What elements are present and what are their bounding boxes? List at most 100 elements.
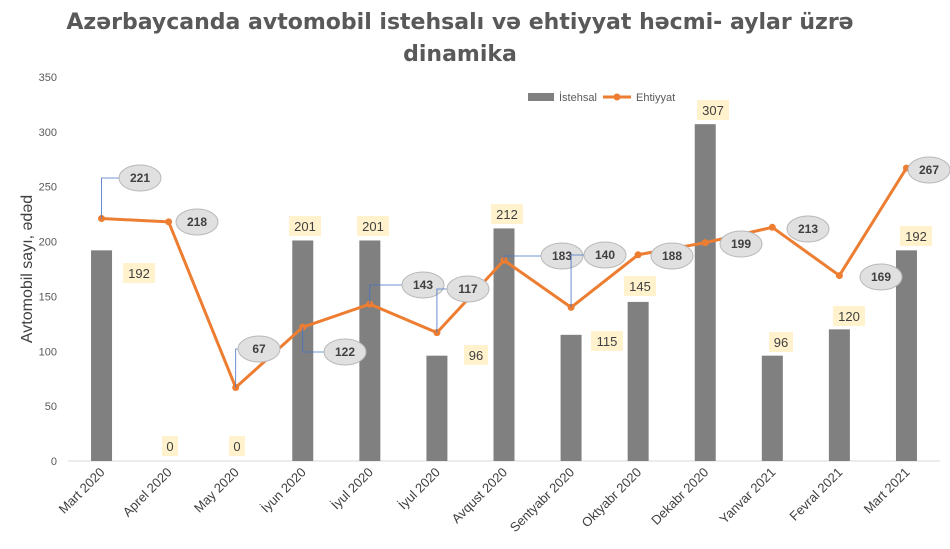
line-data-label: 117 — [458, 282, 478, 296]
y-tick-label: 350 — [39, 72, 57, 84]
line-data-label: 199 — [731, 237, 751, 251]
bar — [627, 301, 649, 461]
line-data-label: 122 — [335, 345, 355, 359]
line-data-label: 169 — [871, 270, 891, 284]
line-data-label: 267 — [919, 163, 939, 177]
line-label-bubble — [650, 242, 694, 270]
bar-data-label: 0 — [166, 439, 173, 454]
bar-label-box — [289, 216, 321, 236]
x-tick-label: Oktyabr 2020 — [578, 465, 644, 531]
x-tick-label: İyun 2020 — [258, 465, 309, 516]
chart-title-line2: dinamika — [403, 42, 517, 67]
line-data-label: 183 — [552, 249, 572, 263]
x-tick-label: İyul 2020 — [395, 465, 443, 513]
bar-label-box — [464, 345, 488, 365]
x-tick-label: Avqust 2020 — [449, 465, 511, 527]
leader-line — [235, 348, 238, 388]
x-tick-label: May 2020 — [191, 465, 242, 516]
line-label-bubble — [583, 241, 627, 269]
bar-label-box — [123, 263, 155, 283]
chart-title-line1: Azərbaycanda avtomobil istehsalı və ehti… — [66, 10, 854, 35]
bar — [828, 329, 850, 461]
x-tick-label: Yanvar 2021 — [716, 465, 778, 527]
line-data-label: 218 — [187, 215, 207, 229]
bar-data-label: 212 — [496, 207, 518, 222]
x-tick-label: Mart 2020 — [56, 465, 108, 517]
y-tick-label: 0 — [51, 456, 57, 468]
y-tick-label: 200 — [39, 237, 57, 249]
line-label-bubble — [401, 271, 445, 299]
bar-data-label: 201 — [294, 219, 316, 234]
line-data-label: 140 — [595, 248, 615, 262]
line-point — [835, 272, 843, 280]
bar-label-box — [229, 436, 245, 456]
line-label-bubble — [118, 164, 162, 192]
bar-data-label: 115 — [597, 334, 618, 349]
x-tick-label: Aprel 2020 — [120, 465, 175, 520]
leader-line — [369, 284, 402, 305]
bar — [493, 228, 515, 461]
line-data-label: 213 — [798, 222, 818, 236]
bar-data-label: 0 — [233, 439, 240, 454]
leader-line — [570, 254, 584, 308]
bar — [694, 124, 716, 462]
line-label-bubble — [907, 156, 950, 184]
line-label-bubble — [237, 335, 281, 363]
bar-label-box — [162, 436, 178, 456]
leader-line — [503, 255, 541, 261]
x-tick-label: Fevral 2021 — [786, 465, 845, 524]
line-label-bubble — [540, 242, 584, 270]
y-tick-label: 250 — [39, 182, 57, 194]
bar — [426, 355, 448, 461]
bar — [91, 250, 113, 461]
x-tick-label: Sentyabr 2020 — [507, 465, 577, 535]
line-label-bubble — [719, 230, 763, 258]
line-label-bubble — [446, 275, 490, 303]
line-point — [701, 239, 709, 247]
bar-label-box — [624, 276, 656, 296]
legend-label-istehsal: İstehsal — [559, 91, 597, 104]
bar-label-box — [833, 306, 865, 326]
bar-data-label: 192 — [905, 229, 927, 244]
x-tick-label: İyul 2020 — [328, 465, 376, 513]
leader-line — [302, 327, 324, 353]
bar — [761, 355, 783, 461]
bar-data-label: 201 — [362, 219, 384, 234]
y-tick-label: 300 — [39, 127, 57, 139]
bar-data-label: 192 — [128, 266, 150, 281]
line-label-bubble — [786, 215, 830, 243]
x-tick-label: Mart 2021 — [861, 465, 913, 517]
bar-data-label: 145 — [629, 279, 651, 294]
bar-data-label: 96 — [469, 348, 483, 363]
line-data-label: 188 — [662, 249, 682, 263]
bar-label-box — [491, 204, 523, 224]
line-label-bubble — [859, 263, 903, 291]
bar-label-box — [357, 216, 389, 236]
legend-swatch-istehsal — [528, 93, 554, 101]
line-point — [165, 218, 173, 226]
y-tick-label: 100 — [39, 346, 57, 358]
line-point — [768, 223, 776, 231]
bar-data-label: 120 — [838, 309, 860, 324]
bar-label-box — [697, 100, 729, 120]
bar-label-box — [591, 331, 623, 351]
line-label-bubble — [175, 208, 219, 236]
x-tick-label: Dekabr 2020 — [648, 465, 711, 528]
bar-label-box — [769, 332, 793, 352]
legend-label-ehtiyyat: Ehtiyyat — [636, 92, 675, 104]
leader-line — [436, 288, 447, 333]
line-data-label: 221 — [130, 171, 150, 185]
line-point — [634, 251, 642, 259]
y-tick-label: 150 — [39, 291, 57, 303]
line-data-label: 143 — [413, 278, 433, 292]
legend-marker-ehtiyyat — [613, 93, 621, 101]
bar-data-label: 96 — [774, 335, 788, 350]
bar — [560, 334, 582, 461]
y-axis-label: Avtomobil sayı, ədəd — [19, 195, 36, 343]
bar — [359, 240, 381, 461]
bar-data-label: 307 — [702, 103, 724, 118]
bar — [895, 250, 917, 461]
y-tick-label: 50 — [45, 401, 57, 413]
